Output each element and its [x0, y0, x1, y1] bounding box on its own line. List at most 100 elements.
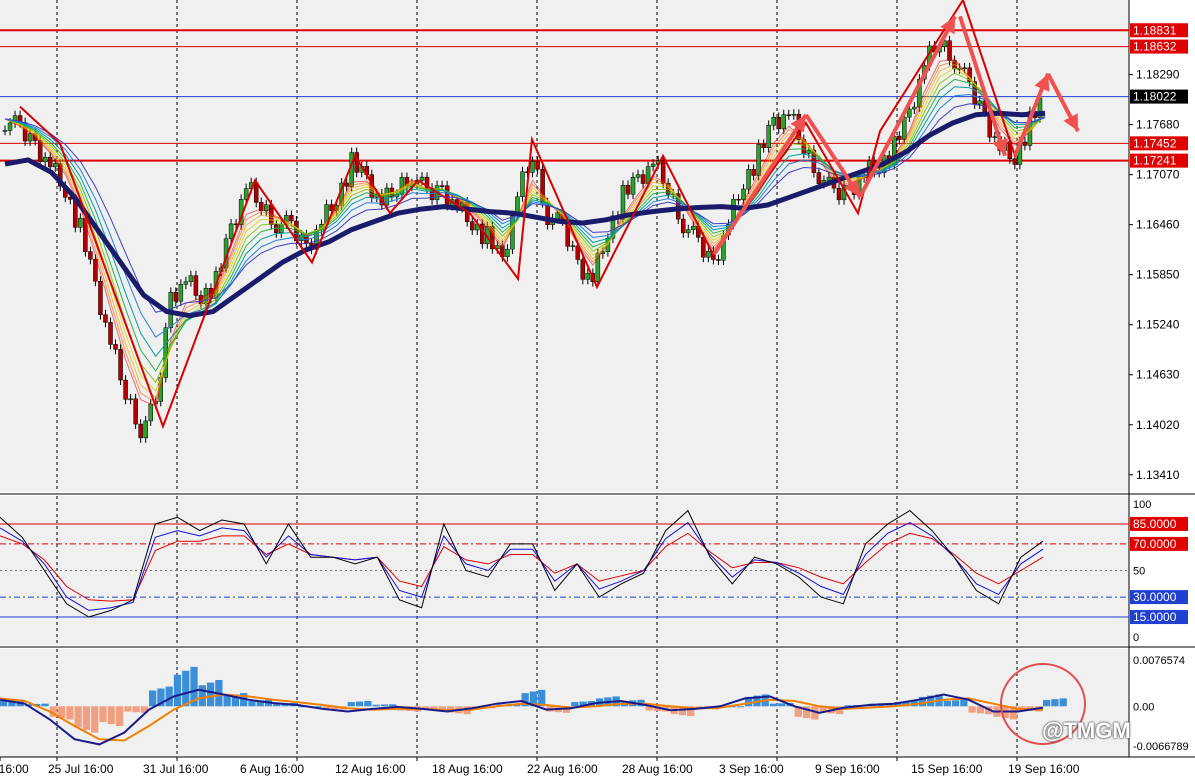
candle-body	[108, 322, 113, 345]
macd-histogram-bar	[1043, 699, 1051, 707]
macd-histogram-bar	[248, 701, 256, 707]
macd-histogram-bar	[132, 706, 140, 713]
candle-body	[289, 215, 294, 222]
macd-histogram-bar	[107, 706, 115, 725]
macd-histogram-bar	[223, 695, 231, 707]
macd-histogram-bar	[314, 706, 322, 708]
candle-body	[78, 217, 83, 228]
candle-body	[791, 114, 797, 116]
x-axis-label: 31 Jul 16:00	[143, 762, 209, 776]
trend-arrow	[804, 113, 862, 198]
price-tick-label: 1.13410	[1136, 468, 1180, 482]
candle-body	[264, 204, 269, 211]
x-axis-label: 18 Aug 16:00	[432, 762, 503, 776]
macd-histogram-bar	[769, 703, 778, 707]
price-tick-label: 1.18290	[1136, 68, 1180, 82]
macd-histogram-bar	[778, 703, 786, 707]
candle-body	[178, 284, 184, 302]
x-axis-label: 9 Sep 16:00	[815, 762, 880, 776]
candle-body	[977, 100, 982, 105]
macd-histogram-bar	[1059, 698, 1067, 707]
macd-histogram-bar	[943, 701, 951, 707]
stoch-signal-line	[0, 532, 1044, 602]
candle-body	[736, 198, 741, 201]
candle-body	[620, 185, 626, 220]
macd-histogram-bar	[364, 701, 372, 707]
candle-body	[535, 161, 540, 170]
macd-signal-line	[0, 693, 1044, 742]
macd-histogram-bar	[645, 706, 653, 711]
candle-body	[2, 130, 8, 132]
trend-arrow	[858, 15, 957, 198]
macd-histogram-bar	[819, 706, 827, 713]
price-level-tag	[1130, 23, 1188, 38]
price-level-label: 1.18831	[1133, 23, 1177, 37]
macd-histogram-bar	[165, 686, 173, 707]
stoch-level-tag	[1130, 536, 1188, 551]
candle-body	[113, 344, 118, 350]
macd-histogram-bar	[653, 706, 662, 712]
candle-body	[701, 237, 706, 258]
macd-histogram-bar	[529, 691, 538, 707]
macd-axis-label: 0.0076574	[1133, 655, 1185, 667]
macd-histogram-bar	[140, 706, 148, 713]
candle-body	[741, 188, 746, 201]
candle-body	[771, 117, 776, 126]
macd-histogram-bar	[380, 704, 389, 707]
candle-body	[897, 135, 902, 140]
candle-body	[148, 403, 153, 422]
candle-body	[183, 281, 189, 285]
macd-histogram-bar	[687, 706, 695, 717]
price-level-label: 1.17452	[1133, 136, 1177, 150]
trend-arrow	[712, 113, 808, 256]
macd-histogram-bar	[951, 700, 960, 707]
candle-body	[344, 182, 349, 187]
candle-body	[118, 349, 123, 381]
macd-histogram-bar	[8, 700, 16, 707]
candle-body	[902, 116, 907, 140]
candle-body	[761, 144, 766, 148]
candle-body	[27, 133, 33, 142]
price-panel	[0, 0, 1129, 492]
macd-histogram-bar	[968, 706, 976, 713]
stoch-main-line	[0, 521, 1044, 611]
stochastic-panel	[0, 496, 1129, 645]
macd-histogram-bar	[894, 702, 902, 707]
price-tick-label: 1.14020	[1136, 418, 1180, 432]
price-tick-label: 1.15850	[1136, 268, 1180, 282]
macd-histogram-bar	[331, 706, 339, 710]
price-tick-label: 1.15240	[1136, 318, 1180, 332]
watermark-text: @TMGM	[1042, 718, 1131, 743]
candle-body	[143, 420, 148, 439]
candle-body	[836, 187, 842, 201]
trend-arrow	[1013, 73, 1050, 157]
candle-body	[424, 176, 430, 189]
stoch-fast-line	[0, 509, 1044, 618]
candle-body	[243, 188, 249, 200]
x-axis-label: 6 Aug 16:00	[240, 762, 304, 776]
candle-body	[686, 229, 691, 234]
candle-body	[469, 221, 475, 231]
macd-histogram-bar	[124, 706, 132, 712]
candle-body	[691, 226, 696, 230]
candle-body	[630, 177, 636, 195]
macd-histogram-bar	[273, 703, 281, 707]
price-tick-label: 1.17680	[1136, 118, 1180, 132]
macd-histogram-bar	[1009, 706, 1018, 720]
macd-histogram-bar	[298, 706, 306, 708]
stoch-level-tag	[1130, 516, 1188, 531]
candle-body	[570, 245, 575, 247]
candle-body	[907, 108, 912, 118]
macd-histogram-bar	[49, 706, 57, 717]
macd-histogram-bar	[579, 701, 587, 707]
price-level-tag	[1130, 39, 1188, 54]
candle-body	[992, 136, 998, 138]
macd-histogram-bar	[198, 685, 206, 707]
stoch-axis-label: 0	[1133, 632, 1139, 644]
macd-histogram-bar	[562, 706, 571, 713]
macd-histogram-bar	[91, 706, 99, 733]
candle-body	[681, 218, 686, 234]
candle-body	[776, 117, 781, 130]
